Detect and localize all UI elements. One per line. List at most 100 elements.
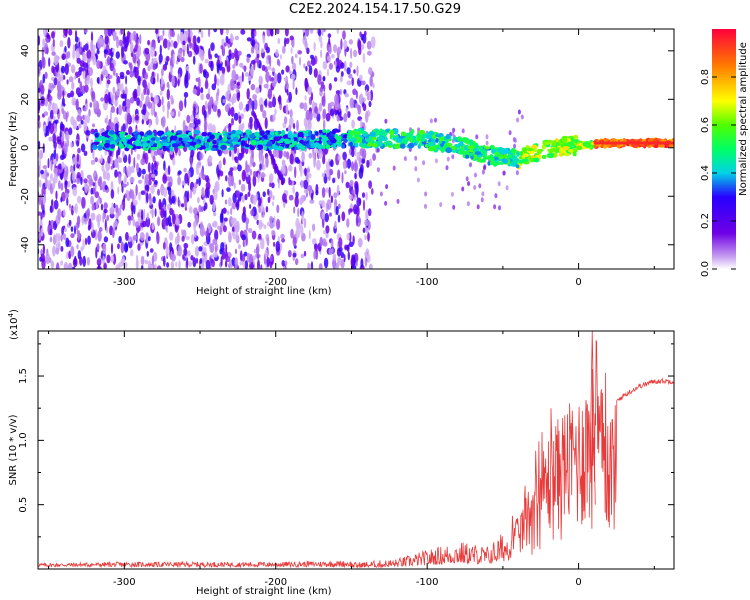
- noise-speckle: [240, 183, 246, 192]
- noise-speckle: [115, 51, 121, 59]
- ridge-point: [227, 147, 235, 151]
- ridge-point: [192, 146, 196, 151]
- noise-speckle: [483, 165, 486, 171]
- colorbar-tick-label: 0.6: [700, 117, 711, 133]
- ridge-point: [445, 133, 450, 140]
- noise-speckle: [336, 184, 340, 197]
- noise-speckle: [329, 108, 335, 117]
- noise-speckle: [61, 161, 65, 169]
- noise-speckle: [312, 238, 317, 245]
- noise-speckle: [334, 220, 337, 230]
- noise-speckle: [50, 260, 55, 269]
- noise-speckle: [245, 164, 251, 173]
- noise-speckle: [365, 191, 368, 201]
- ridge-point: [468, 139, 474, 146]
- ridge-point: [521, 147, 528, 153]
- noise-speckle: [207, 104, 212, 115]
- noise-speckle: [164, 167, 169, 176]
- noise-speckle: [308, 229, 311, 240]
- noise-speckle: [41, 46, 45, 58]
- noise-speckle: [226, 124, 229, 129]
- noise-speckle: [300, 179, 304, 189]
- noise-speckle: [81, 215, 84, 226]
- noise-speckle: [244, 260, 249, 269]
- noise-speckle: [160, 75, 163, 88]
- noise-speckle: [148, 260, 152, 269]
- x-tick-label: -100: [416, 277, 439, 288]
- noise-speckle: [119, 71, 125, 78]
- noise-speckle: [123, 60, 128, 65]
- ridge-point: [121, 136, 126, 142]
- ridge-point: [553, 140, 557, 144]
- ridge-point: [150, 146, 158, 151]
- noise-speckle: [362, 227, 366, 234]
- noise-speckle: [272, 195, 275, 201]
- noise-speckle: [196, 36, 201, 44]
- noise-speckle: [335, 205, 339, 216]
- noise-speckle: [243, 65, 247, 72]
- noise-speckle: [102, 213, 105, 223]
- noise-speckle: [339, 88, 342, 96]
- noise-speckle: [262, 110, 267, 119]
- ridge-point: [135, 139, 141, 146]
- noise-speckle: [368, 180, 372, 189]
- noise-speckle: [309, 29, 314, 34]
- noise-speckle: [250, 46, 255, 54]
- noise-speckle: [225, 29, 229, 36]
- ridge-point: [502, 158, 509, 164]
- noise-speckle: [245, 217, 250, 225]
- ridge-point: [521, 158, 529, 162]
- noise-speckle: [75, 98, 79, 111]
- ridge-point: [566, 141, 574, 148]
- noise-speckle: [76, 195, 82, 204]
- noise-speckle: [84, 237, 88, 246]
- noise-speckle: [76, 57, 81, 64]
- noise-speckle: [259, 104, 264, 113]
- ridge-point: [274, 131, 279, 136]
- noise-speckle: [124, 261, 128, 269]
- noise-speckle: [284, 37, 287, 47]
- noise-speckle: [47, 158, 50, 169]
- noise-speckle: [502, 170, 506, 176]
- noise-speckle: [235, 201, 240, 208]
- ridge-point: [175, 139, 180, 144]
- noise-speckle: [414, 155, 418, 161]
- noise-speckle: [244, 193, 248, 201]
- x-tick-label: -300: [113, 277, 136, 288]
- noise-speckle: [295, 228, 301, 239]
- noise-speckle: [45, 252, 50, 265]
- noise-speckle: [85, 114, 90, 124]
- ridge-point: [429, 145, 435, 151]
- ridge-point: [128, 145, 134, 149]
- noise-speckle: [220, 256, 223, 267]
- noise-speckle: [269, 215, 273, 223]
- noise-speckle: [256, 53, 260, 59]
- noise-speckle: [186, 114, 191, 124]
- noise-speckle: [76, 115, 81, 122]
- noise-speckle: [65, 192, 69, 199]
- noise-speckle: [61, 72, 64, 83]
- noise-speckle: [123, 38, 129, 49]
- noise-speckle: [183, 91, 189, 98]
- noise-speckle: [117, 186, 120, 195]
- noise-speckle: [285, 103, 289, 115]
- ridge-point: [273, 137, 280, 142]
- noise-speckle: [94, 191, 100, 199]
- noise-speckle: [266, 65, 272, 71]
- noise-speckle: [104, 93, 109, 104]
- noise-speckle: [231, 52, 235, 59]
- ridge-point: [483, 156, 488, 161]
- noise-speckle: [158, 53, 163, 63]
- noise-speckle: [48, 136, 54, 142]
- noise-speckle: [269, 75, 272, 82]
- noise-speckle: [150, 76, 154, 84]
- noise-speckle: [104, 184, 108, 191]
- noise-speckle: [172, 213, 176, 225]
- snr-line: [38, 340, 674, 569]
- noise-speckle: [124, 93, 127, 102]
- noise-speckle: [258, 219, 263, 230]
- noise-speckle: [54, 119, 59, 124]
- noise-speckle: [321, 29, 324, 37]
- noise-speckle: [122, 100, 127, 107]
